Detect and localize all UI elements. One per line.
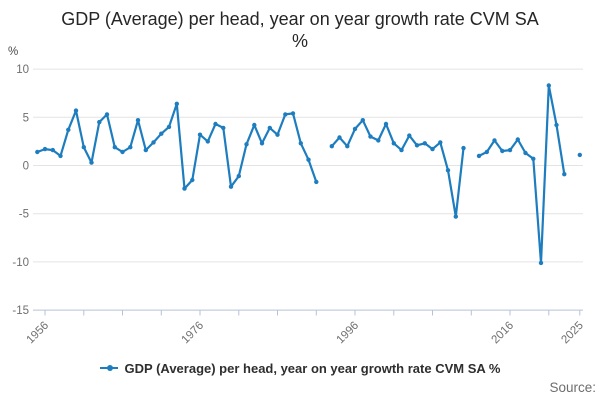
data-point-marker bbox=[345, 144, 350, 149]
data-point-marker bbox=[81, 145, 87, 150]
data-point-marker bbox=[259, 141, 265, 146]
data-point-marker bbox=[205, 139, 210, 144]
data-point-marker bbox=[35, 149, 40, 155]
data-point-marker bbox=[267, 125, 272, 131]
y-tick-label: 10 bbox=[16, 64, 29, 76]
data-point-marker bbox=[42, 146, 48, 152]
data-point-marker bbox=[414, 143, 420, 148]
data-point-marker bbox=[445, 168, 451, 173]
data-point-marker bbox=[283, 112, 288, 117]
data-point-marker bbox=[290, 111, 296, 116]
data-point-marker bbox=[143, 147, 148, 153]
data-point-marker bbox=[453, 214, 458, 219]
data-point-marker bbox=[221, 125, 226, 131]
data-point-marker bbox=[430, 146, 435, 152]
data-point-marker bbox=[352, 126, 358, 132]
data-point-marker bbox=[484, 149, 489, 155]
data-point-marker bbox=[360, 118, 365, 123]
data-point-marker bbox=[515, 137, 520, 142]
data-point-marker bbox=[329, 144, 334, 149]
source-label: Source: bbox=[549, 380, 596, 395]
x-tick-label: 2025 bbox=[559, 320, 586, 347]
x-tick-label: 1976 bbox=[180, 320, 207, 347]
data-point-marker bbox=[50, 147, 55, 153]
data-point-marker bbox=[492, 138, 497, 143]
data-point-marker bbox=[228, 184, 234, 189]
data-point-marker bbox=[182, 186, 187, 191]
data-point-marker bbox=[306, 157, 311, 162]
chart-title-line2: % bbox=[291, 31, 308, 51]
data-point-marker bbox=[577, 152, 582, 158]
data-point-marker bbox=[135, 118, 141, 123]
data-point-marker bbox=[337, 135, 342, 140]
legend-dot-icon bbox=[106, 365, 113, 371]
y-tick-label: -5 bbox=[19, 209, 29, 221]
data-point-marker bbox=[73, 108, 79, 113]
legend-label: GDP (Average) per head, year on year gro… bbox=[124, 360, 501, 376]
data-point-marker bbox=[236, 173, 241, 179]
data-point-marker bbox=[58, 153, 63, 159]
data-point-marker bbox=[476, 153, 482, 159]
data-point-marker bbox=[159, 131, 164, 136]
data-point-marker bbox=[422, 141, 427, 146]
chart-svg: 10 5 0 -5 -10 -15 1956 1976 1996 2016 2025 bbox=[12, 64, 586, 347]
data-point-marker bbox=[112, 145, 118, 150]
data-point-marker bbox=[120, 149, 125, 155]
chart-title: GDP (Average) per head, year on year gro… bbox=[0, 8, 600, 52]
data-point-marker bbox=[128, 145, 133, 150]
y-axis-unit-label: % bbox=[8, 46, 19, 58]
data-point-marker bbox=[89, 160, 94, 165]
series-line bbox=[37, 86, 580, 263]
x-tick-label: 2016 bbox=[490, 320, 517, 347]
data-point-marker bbox=[151, 140, 156, 145]
data-point-marker bbox=[368, 134, 373, 139]
data-point-marker bbox=[391, 141, 396, 146]
data-point-marker bbox=[252, 122, 257, 128]
legend-series-marker bbox=[99, 362, 118, 374]
data-point-marker bbox=[407, 133, 412, 138]
chart-title-line1: GDP (Average) per head, year on year gro… bbox=[61, 9, 539, 29]
data-point-marker bbox=[314, 179, 319, 185]
data-point-marker bbox=[546, 83, 551, 88]
data-point-marker bbox=[531, 156, 536, 161]
data-point-marker bbox=[244, 142, 249, 147]
data-point-marker bbox=[66, 127, 71, 132]
legend[interactable]: GDP (Average) per head, year on year gro… bbox=[0, 359, 600, 377]
data-point-marker bbox=[399, 147, 404, 153]
data-point-marker bbox=[104, 112, 110, 117]
data-point-marker bbox=[562, 172, 567, 177]
data-point-marker bbox=[190, 177, 195, 183]
data-point-marker bbox=[376, 138, 381, 143]
y-tick-label: 5 bbox=[23, 112, 29, 124]
y-tick-label: 0 bbox=[23, 161, 29, 173]
data-point-marker bbox=[383, 121, 389, 127]
data-point-marker bbox=[298, 141, 303, 146]
data-point-marker bbox=[554, 122, 559, 128]
data-point-marker bbox=[461, 145, 466, 151]
x-tick-label: 1956 bbox=[25, 320, 52, 347]
x-tick-label: 1996 bbox=[335, 320, 362, 347]
y-tick-label: -10 bbox=[12, 257, 29, 269]
data-point-marker bbox=[438, 140, 443, 145]
data-point-marker bbox=[166, 124, 172, 130]
data-point-marker bbox=[174, 101, 179, 107]
data-point-marker bbox=[523, 150, 528, 156]
data-point-marker bbox=[275, 132, 280, 137]
data-point-marker bbox=[213, 121, 218, 127]
data-point-marker bbox=[97, 119, 102, 125]
data-point-marker bbox=[507, 147, 513, 153]
y-tick-label: -15 bbox=[12, 305, 29, 317]
data-point-marker bbox=[197, 132, 203, 137]
data-point-marker bbox=[500, 148, 505, 154]
data-point-marker bbox=[538, 260, 544, 266]
